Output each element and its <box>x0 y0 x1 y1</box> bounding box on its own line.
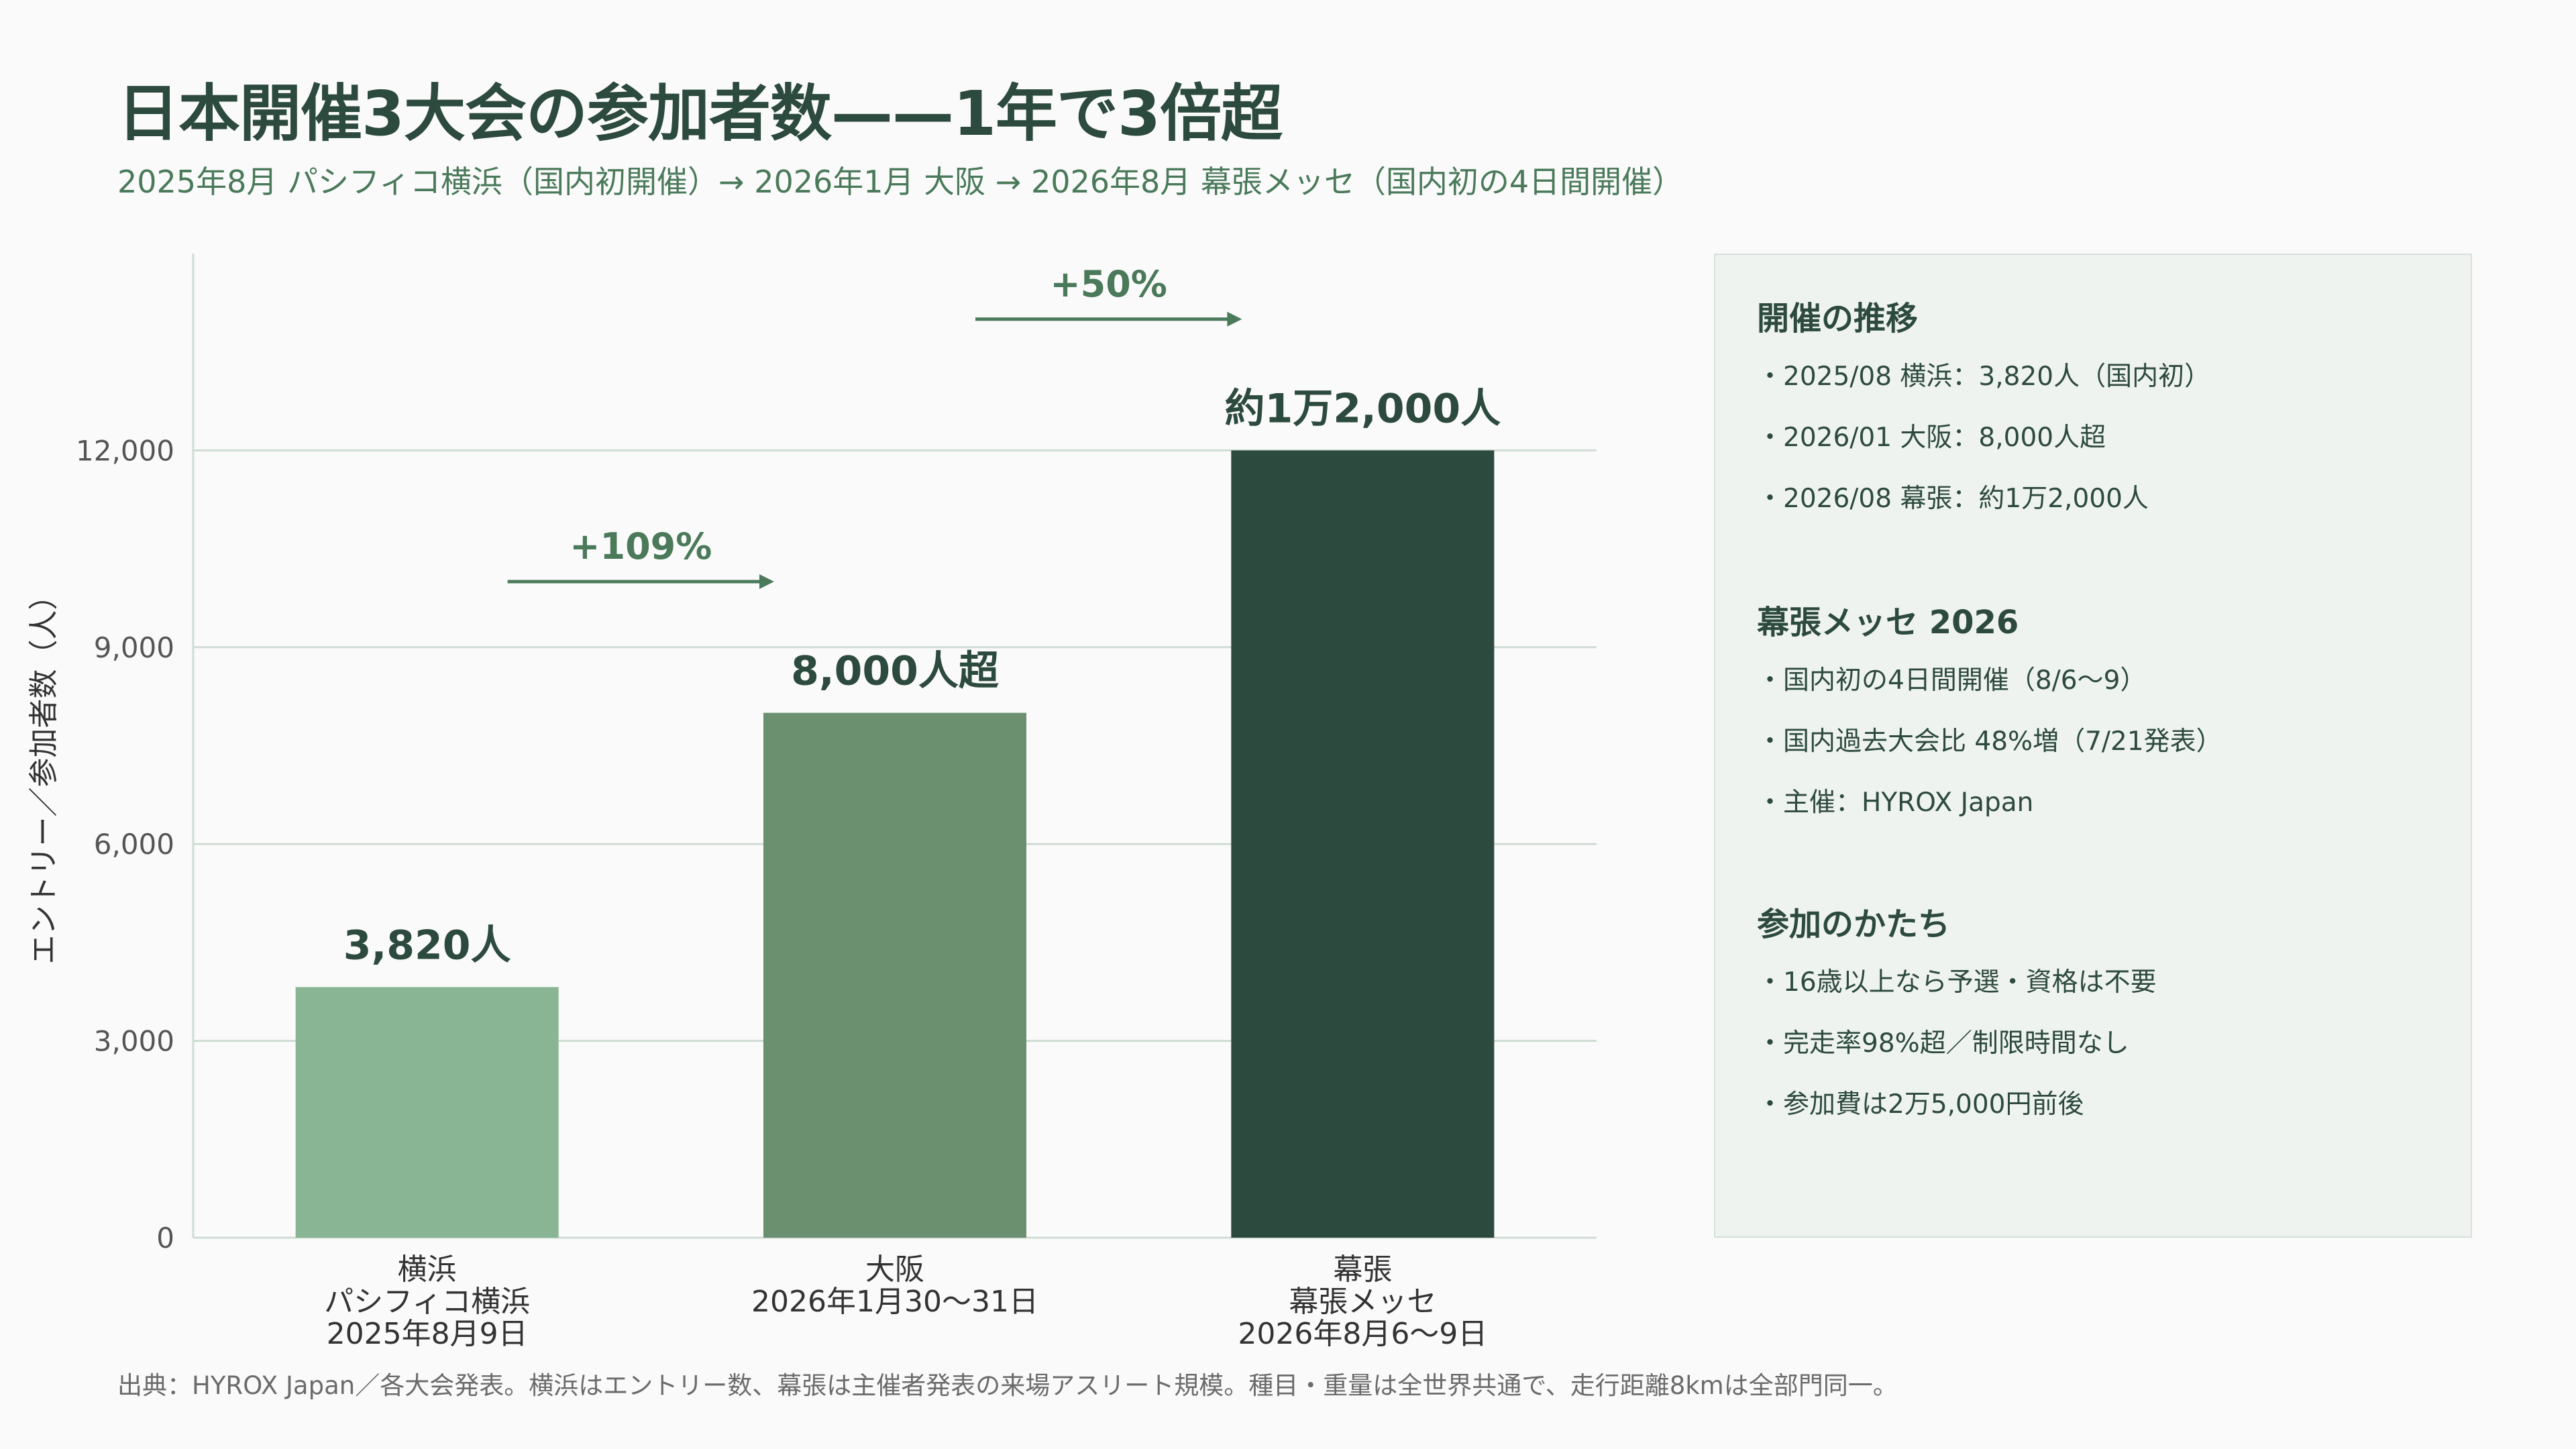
panel-item: 2025/08 横浜：3,820人（国内初） <box>1757 356 2210 393</box>
y-tick-label: 6,000 <box>94 828 174 861</box>
panel-item: 2026/08 幕張：約1万2,000人 <box>1757 478 2149 515</box>
panel-section-participation: 参加のかたち 16歳以上なら予選・資格は不要 完走率98%超／制限時間なし 参加… <box>1757 898 2157 1120</box>
panel-item: 16歳以上なら予選・資格は不要 <box>1757 961 2157 999</box>
y-axis-label: エントリー／参加者数（人） <box>27 581 61 965</box>
growth-label: +109% <box>570 525 712 568</box>
panel-heading: 幕張メッセ 2026 <box>1757 604 2019 641</box>
panel-item: 国内過去大会比 48%増（7/21発表） <box>1757 720 2222 758</box>
panel-item: 主催：HYROX Japan <box>1757 782 2033 819</box>
panel-item: 参加費は2万5,000円前後 <box>1757 1083 2084 1121</box>
panel-heading: 開催の推移 <box>1757 300 1919 337</box>
growth-arrow-head <box>1227 311 1242 327</box>
bar <box>295 987 559 1238</box>
bar-chart: 0 3,000 6,000 9,000 12,000 エントリー／参加者数（人） 3,82… <box>27 254 1597 1351</box>
summary-panel: 開催の推移 2025/08 横浜：3,820人（国内初） 2026/01 大阪：… <box>1714 254 2472 1238</box>
panel-section-history: 開催の推移 2025/08 横浜：3,820人（国内初） 2026/01 大阪：… <box>1757 292 2210 514</box>
page-subtitle: 2025年8月 パシフィコ横浜（国内初開催）→ 2026年1月 大阪 → 202… <box>117 164 1684 200</box>
bar-value-label: 8,000人超 <box>791 648 1000 695</box>
panel-item: 2026/01 大阪：8,000人超 <box>1757 417 2106 454</box>
x-tick-label: 幕張メッセ <box>1289 1285 1436 1319</box>
bar <box>763 712 1026 1238</box>
x-tick-label: 大阪 <box>865 1252 924 1287</box>
x-tick-label: 幕張 <box>1333 1252 1392 1287</box>
growth-label: +50% <box>1050 263 1167 305</box>
bar <box>1231 450 1495 1238</box>
y-tick-label: 9,000 <box>94 631 174 664</box>
panel-heading: 参加のかたち <box>1757 906 1951 943</box>
y-tick-label: 12,000 <box>76 434 174 467</box>
panel-item: 国内初の4日間開催（8/6〜9） <box>1757 659 2146 697</box>
bar-value-label: 約1万2,000人 <box>1225 385 1501 432</box>
x-tick-label: 2026年8月6〜9日 <box>1238 1317 1487 1351</box>
panel-item: 完走率98%超／制限時間なし <box>1757 1022 2129 1060</box>
y-tick-label: 0 <box>156 1222 174 1254</box>
x-tick-label: パシフィコ横浜 <box>324 1285 530 1319</box>
bar-value-label: 3,820人 <box>343 922 511 969</box>
x-tick-label: 2026年1月30〜31日 <box>751 1285 1038 1319</box>
growth-arrow-head <box>759 574 774 589</box>
source-footnote: 出典：HYROX Japan／各大会発表。横浜はエントリー数、幕張は主催者発表の… <box>117 1371 1898 1400</box>
panel-section-makuhari: 幕張メッセ 2026 国内初の4日間開催（8/6〜9） 国内過去大会比 48%増… <box>1757 596 2222 818</box>
x-tick-label: 横浜 <box>398 1252 457 1287</box>
page-title: 日本開催3大会の参加者数——1年で3倍超 <box>117 78 1283 150</box>
y-tick-label: 3,000 <box>94 1025 174 1058</box>
x-tick-label: 2025年8月9日 <box>327 1317 528 1351</box>
